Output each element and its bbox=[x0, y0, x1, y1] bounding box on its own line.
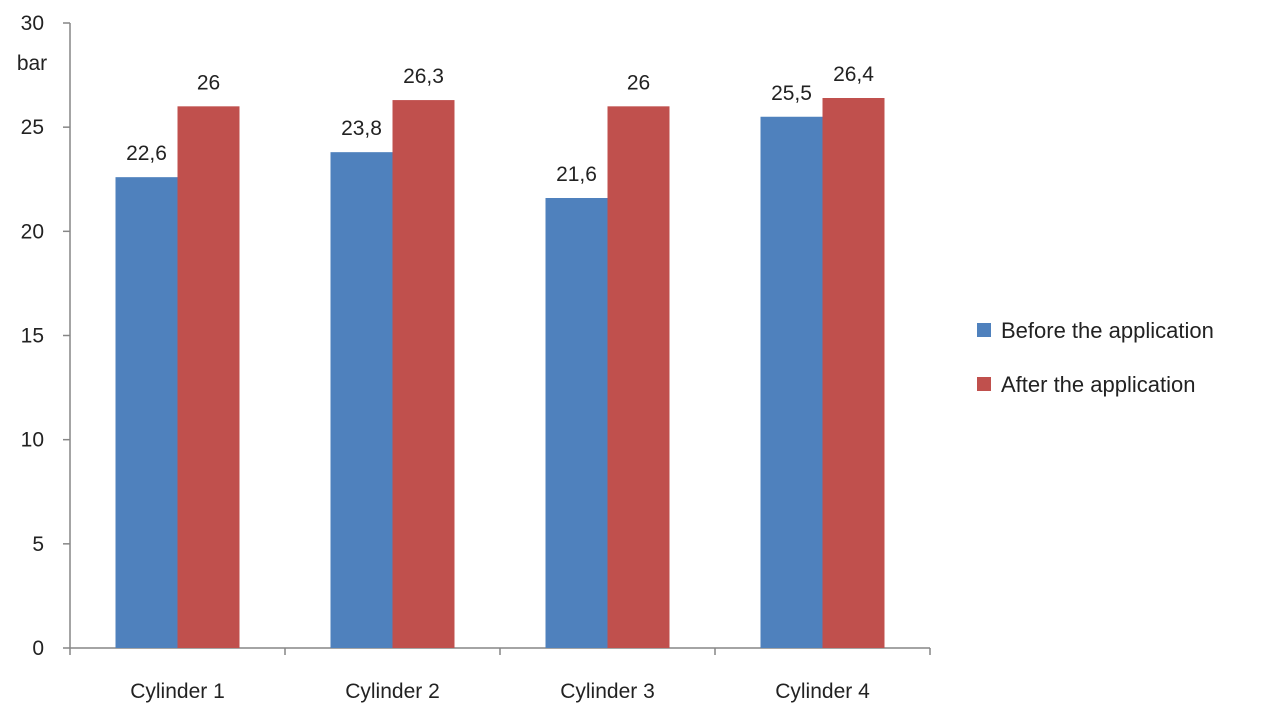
bar-before-2 bbox=[330, 152, 393, 648]
legend: Before the application After the applicat… bbox=[977, 318, 1214, 397]
data-label: 22,6 bbox=[126, 142, 167, 165]
bar-before-1 bbox=[115, 177, 178, 648]
x-category-label: Cylinder 1 bbox=[130, 680, 225, 703]
bar-before-4 bbox=[760, 116, 823, 648]
bar-after-2 bbox=[392, 100, 455, 649]
x-axis: Cylinder 1 Cylinder 2 Cylinder 3 Cylinder 4 bbox=[69, 647, 931, 703]
x-category-label: Cylinder 3 bbox=[560, 680, 655, 703]
bar-after-4 bbox=[822, 98, 885, 648]
y-tick-label: 10 bbox=[21, 429, 44, 452]
y-axis-unit-label: bar bbox=[17, 52, 47, 75]
legend-swatch bbox=[977, 377, 991, 391]
x-category-label: Cylinder 2 bbox=[345, 680, 440, 703]
data-label: 26 bbox=[627, 71, 650, 94]
legend-swatch bbox=[977, 323, 991, 337]
y-tick-label: 30 bbox=[21, 12, 44, 35]
bar-after-3 bbox=[607, 106, 670, 649]
y-tick-label: 15 bbox=[21, 325, 44, 348]
data-label: 26,3 bbox=[403, 65, 444, 88]
x-category-label: Cylinder 4 bbox=[775, 680, 870, 703]
y-tick-label: 20 bbox=[21, 220, 44, 243]
y-tick-label: 5 bbox=[32, 533, 44, 556]
data-label: 23,8 bbox=[341, 117, 382, 140]
bar-before-3 bbox=[545, 198, 608, 648]
data-label: 26 bbox=[197, 71, 220, 94]
legend-label: Before the application bbox=[1001, 318, 1214, 343]
bars bbox=[115, 98, 885, 649]
data-label: 25,5 bbox=[771, 82, 812, 105]
data-labels: 22,6 26 23,8 26,3 21,6 26 25,5 26,4 bbox=[126, 63, 874, 186]
legend-label: After the application bbox=[1001, 372, 1195, 397]
y-axis: 0 5 10 15 20 25 30 bbox=[21, 12, 71, 660]
y-tick-label: 25 bbox=[21, 116, 44, 139]
bar-after-1 bbox=[177, 106, 240, 649]
data-label: 21,6 bbox=[556, 163, 597, 186]
data-label: 26,4 bbox=[833, 63, 874, 86]
y-tick-label: 0 bbox=[32, 637, 44, 660]
